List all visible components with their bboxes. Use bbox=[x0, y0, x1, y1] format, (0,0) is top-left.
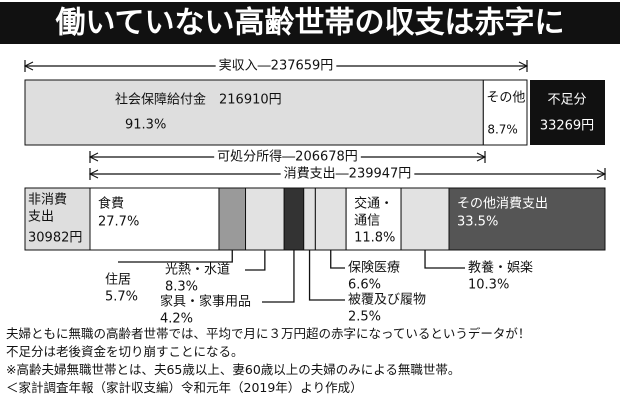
label: 33.5% bbox=[457, 215, 498, 230]
label: 支出 bbox=[28, 210, 54, 225]
label: 8.3% bbox=[165, 280, 198, 295]
label: 住居 bbox=[105, 273, 131, 288]
income-segment bbox=[482, 79, 528, 146]
note: ＜家計調査年報（家計収支編）令和元年（2019年）より作成） bbox=[6, 380, 363, 395]
shortfall-box bbox=[530, 80, 605, 145]
label: 2.5% bbox=[348, 310, 381, 325]
label: 11.8% bbox=[354, 231, 395, 246]
note: 不足分は老後資金を切り崩すことになる。 bbox=[6, 344, 244, 359]
leader-line bbox=[245, 250, 266, 271]
label: 10.3% bbox=[468, 278, 509, 293]
dimension-label: 可処分所得―206678円 bbox=[217, 149, 358, 165]
label: 27.7% bbox=[98, 215, 139, 230]
consumption-segment bbox=[283, 187, 305, 251]
label: 家具・家事用品 bbox=[160, 294, 251, 310]
label-bg bbox=[280, 166, 415, 182]
label: 通信 bbox=[354, 214, 380, 229]
leader-line bbox=[330, 250, 345, 269]
label: 30982円 bbox=[28, 231, 82, 246]
label-bg bbox=[215, 57, 337, 74]
label: 4.2% bbox=[160, 312, 193, 327]
arrow bbox=[518, 61, 529, 71]
note: ※高齢夫婦無職世帯とは、夫65歳以上、妻60歳以上の夫婦のみによる無職世帯。 bbox=[6, 362, 461, 377]
arrow bbox=[476, 152, 487, 162]
note: 夫婦ともに無職の高齢者世帯では、平均で月に３万円超の赤字になっているというデータ… bbox=[6, 326, 531, 341]
label: 6.6% bbox=[348, 278, 381, 293]
arrow bbox=[23, 61, 34, 71]
label: 交通・ bbox=[354, 196, 393, 212]
label: 不足分 bbox=[547, 93, 586, 108]
dimension-label: 実収入―237659円 bbox=[219, 58, 334, 74]
leader-line bbox=[262, 250, 295, 303]
leader-line bbox=[308, 250, 345, 301]
consumption-segment bbox=[448, 187, 606, 251]
arrow bbox=[88, 152, 99, 162]
label: 教養・娯楽 bbox=[468, 260, 533, 276]
consumption-segment bbox=[314, 187, 347, 251]
label: 5.7% bbox=[105, 290, 138, 305]
consumption-segment bbox=[218, 187, 247, 251]
arrow bbox=[88, 169, 99, 179]
consumption-segment bbox=[303, 187, 316, 251]
consumption-segment bbox=[400, 187, 450, 251]
label: 光熱・水道 bbox=[165, 263, 230, 278]
consumption-segment bbox=[245, 187, 285, 251]
label: 被覆及び履物 bbox=[348, 293, 426, 308]
arrow bbox=[596, 169, 607, 179]
dimension-label: 消費支出―239947円 bbox=[284, 167, 412, 182]
leader-line bbox=[118, 250, 233, 263]
title-banner bbox=[0, 2, 620, 44]
label: 保険医療 bbox=[348, 261, 400, 276]
consumption-segment bbox=[89, 187, 220, 251]
income-segment bbox=[24, 79, 484, 146]
label: 8.7% bbox=[487, 123, 518, 137]
label: 非消費 bbox=[28, 193, 67, 208]
label: 33269円 bbox=[540, 119, 594, 134]
consumption-segment bbox=[345, 187, 402, 251]
label: 91.3% bbox=[125, 118, 166, 133]
label: その他消費支出 bbox=[457, 197, 548, 212]
label-bg bbox=[214, 148, 361, 165]
label: 社会保障給付金 216910円 bbox=[115, 92, 282, 108]
title: 働いていない高齢世帯の収支は赤字に bbox=[54, 6, 564, 41]
non-consumption bbox=[24, 187, 91, 251]
leader-line bbox=[424, 250, 465, 269]
label: その他 bbox=[486, 91, 525, 106]
label: 食費 bbox=[98, 196, 124, 212]
